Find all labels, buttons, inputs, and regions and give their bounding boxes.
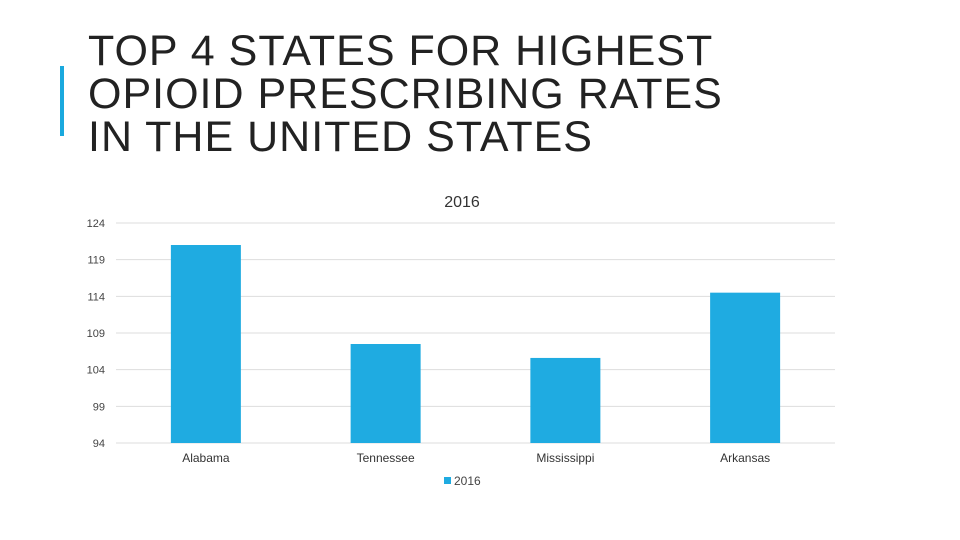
- bar-arkansas: [710, 292, 781, 443]
- slide-title-line-3: IN THE UNITED STATES: [88, 113, 593, 161]
- y-tick-label: 124: [87, 218, 105, 230]
- x-category-label: Arkansas: [720, 451, 770, 465]
- slide-title-line-1: TOP 4 STATES FOR HIGHEST: [88, 27, 714, 75]
- y-tick-label: 109: [87, 328, 105, 340]
- bars: [170, 245, 781, 443]
- slide-title-line-2: OPIOID PRESCRIBING RATES: [88, 70, 723, 118]
- chart-title: 2016: [444, 194, 480, 211]
- legend-label: 2016: [454, 474, 481, 488]
- x-category-label: Alabama: [182, 451, 230, 465]
- axis-labels: 124 119 114 109 104 99 94 Alabama Tennessee Missi…: [87, 218, 771, 465]
- y-tick-label: 119: [87, 255, 105, 267]
- y-tick-label: 114: [87, 291, 105, 303]
- legend-swatch: [444, 477, 451, 484]
- y-tick-label: 94: [93, 438, 105, 450]
- x-category-label: Tennessee: [357, 451, 415, 465]
- bar-tennessee: [350, 344, 421, 443]
- x-category-label: Mississippi: [536, 451, 594, 465]
- bar-mississippi: [530, 357, 601, 443]
- y-tick-label: 99: [93, 401, 105, 413]
- slide-title: TOP 4 STATES FOR HIGHEST OPIOID PRESCRIB…: [88, 30, 928, 159]
- title-accent-bar: [60, 66, 64, 136]
- y-tick-label: 104: [87, 365, 105, 377]
- bar-alabama: [170, 245, 241, 443]
- legend: 2016: [444, 474, 481, 488]
